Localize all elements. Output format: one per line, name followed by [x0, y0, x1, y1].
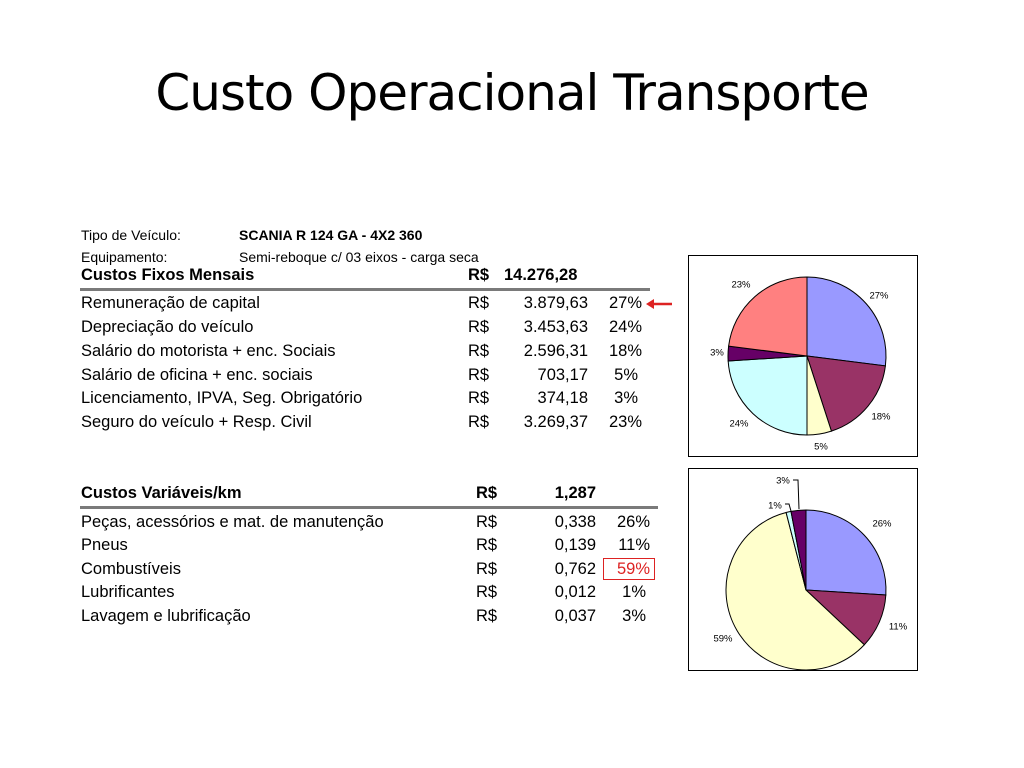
variable-row-pct: 11% — [618, 536, 650, 554]
pie-slice-label: 59% — [713, 634, 733, 645]
pie-slice — [806, 276, 887, 367]
vehicle-type-value: SCANIA R 124 GA - 4X2 360 — [239, 227, 423, 243]
variable-row-pct: 1% — [622, 583, 646, 601]
pie-slice-label: 5% — [814, 442, 828, 453]
fixed-row-pct: 24% — [608, 318, 642, 336]
fixed-row-value: 2.596,31 — [523, 342, 588, 360]
fixed-row-label: Salário do motorista + enc. Sociais — [81, 342, 336, 360]
variable-row-label: Lavagem e lubrificação — [81, 607, 251, 625]
variable-row-currency: R$ — [476, 607, 498, 625]
variable-costs-total: 1,287 — [554, 484, 596, 502]
fixed-row-value: 703,17 — [537, 366, 588, 384]
fixed-row-label: Remuneração de capital — [81, 294, 260, 312]
fixed-row-currency: R$ — [468, 389, 490, 407]
pie-slice-label: 11% — [889, 622, 908, 633]
fixed-row-currency: R$ — [468, 342, 490, 360]
fixed-costs-title: Custos Fixos Mensais — [81, 266, 255, 284]
vehicle-type-label: Tipo de Veículo: — [81, 227, 181, 243]
pie-slice — [790, 509, 807, 591]
variable-row-label: Peças, acessórios e mat. de manutenção — [81, 513, 384, 531]
pie-slice — [727, 355, 808, 436]
pie-slice-label: 3% — [776, 476, 790, 487]
variable-costs-rule — [80, 506, 658, 509]
fixed-row-pct: 18% — [608, 342, 642, 360]
variable-row-pct: 26% — [616, 513, 650, 531]
fixed-row-pct: 23% — [608, 413, 642, 431]
pie-slice-label: 23% — [731, 280, 751, 291]
variable-row-currency: R$ — [476, 536, 498, 554]
fixed-row-value: 3.879,63 — [523, 294, 588, 312]
pie-slice-label: 3% — [710, 348, 724, 359]
variable-row-value: 0,338 — [554, 513, 596, 531]
fixed-row-label: Salário de oficina + enc. sociais — [81, 366, 313, 384]
fixed-row-label: Seguro do veículo + Resp. Civil — [81, 413, 312, 431]
fixed-row-label: Licenciamento, IPVA, Seg. Obrigatório — [81, 389, 363, 407]
equipment-value: Semi-reboque c/ 03 eixos - carga seca — [239, 249, 479, 265]
variable-costs-pie-panel: 26% 11% 59% 1% 3% — [688, 468, 918, 671]
variable-row-pct: 3% — [622, 607, 646, 625]
pie-slice — [805, 509, 887, 596]
variable-row-pct-highlighted: 59% — [616, 560, 650, 578]
fixed-costs-pie-chart: 27% 18% 5% 24% 3% 23% — [710, 276, 891, 453]
fixed-row-pct: 27% — [608, 294, 642, 312]
pie-leader-line — [785, 503, 792, 512]
variable-row-currency: R$ — [476, 513, 498, 531]
highlight-box — [603, 558, 655, 580]
pie-leader-line — [793, 479, 800, 510]
fixed-row-label: Depreciação do veículo — [81, 318, 254, 336]
variable-row-currency: R$ — [476, 560, 498, 578]
fixed-row-currency: R$ — [468, 413, 490, 431]
variable-row-value: 0,012 — [554, 583, 596, 601]
fixed-costs-currency: R$ — [468, 266, 490, 284]
variable-row-label: Lubrificantes — [81, 583, 175, 601]
variable-costs-currency: R$ — [476, 484, 498, 502]
fixed-row-value: 3.453,63 — [523, 318, 588, 336]
pie-slice-label: 27% — [869, 291, 889, 302]
red-arrow-icon — [646, 299, 672, 309]
equipment-label: Equipamento: — [81, 249, 168, 265]
pie-slice — [806, 355, 886, 432]
pie-slice-label: 18% — [871, 412, 891, 423]
fixed-row-currency: R$ — [468, 366, 490, 384]
fixed-costs-rule — [80, 288, 650, 291]
variable-row-value: 0,762 — [554, 560, 596, 578]
variable-row-currency: R$ — [476, 583, 498, 601]
fixed-row-pct: 5% — [614, 366, 638, 384]
pie-slice-label: 24% — [729, 419, 749, 430]
pie-slice — [728, 276, 808, 357]
pie-slice-label: 1% — [768, 501, 782, 512]
variable-costs-title: Custos Variáveis/km — [81, 484, 242, 502]
fixed-row-pct: 3% — [614, 389, 638, 407]
variable-row-value: 0,037 — [554, 607, 596, 625]
fixed-row-currency: R$ — [468, 318, 490, 336]
fixed-row-currency: R$ — [468, 294, 490, 312]
variable-row-label: Pneus — [81, 536, 128, 554]
fixed-costs-total: 14.276,28 — [504, 266, 578, 284]
fixed-row-value: 374,18 — [537, 389, 588, 407]
fixed-row-value: 3.269,37 — [523, 413, 588, 431]
pie-slice-label: 26% — [872, 519, 892, 530]
pie-slice — [725, 511, 866, 671]
variable-costs-pie-chart: 26% 11% 59% 1% 3% — [713, 476, 908, 671]
variable-row-value: 0,139 — [554, 536, 596, 554]
page-title: Custo Operacional Transporte — [155, 64, 869, 122]
fixed-costs-pie-panel: 27% 18% 5% 24% 3% 23% — [688, 255, 918, 457]
variable-row-label: Combustíveis — [81, 560, 181, 578]
